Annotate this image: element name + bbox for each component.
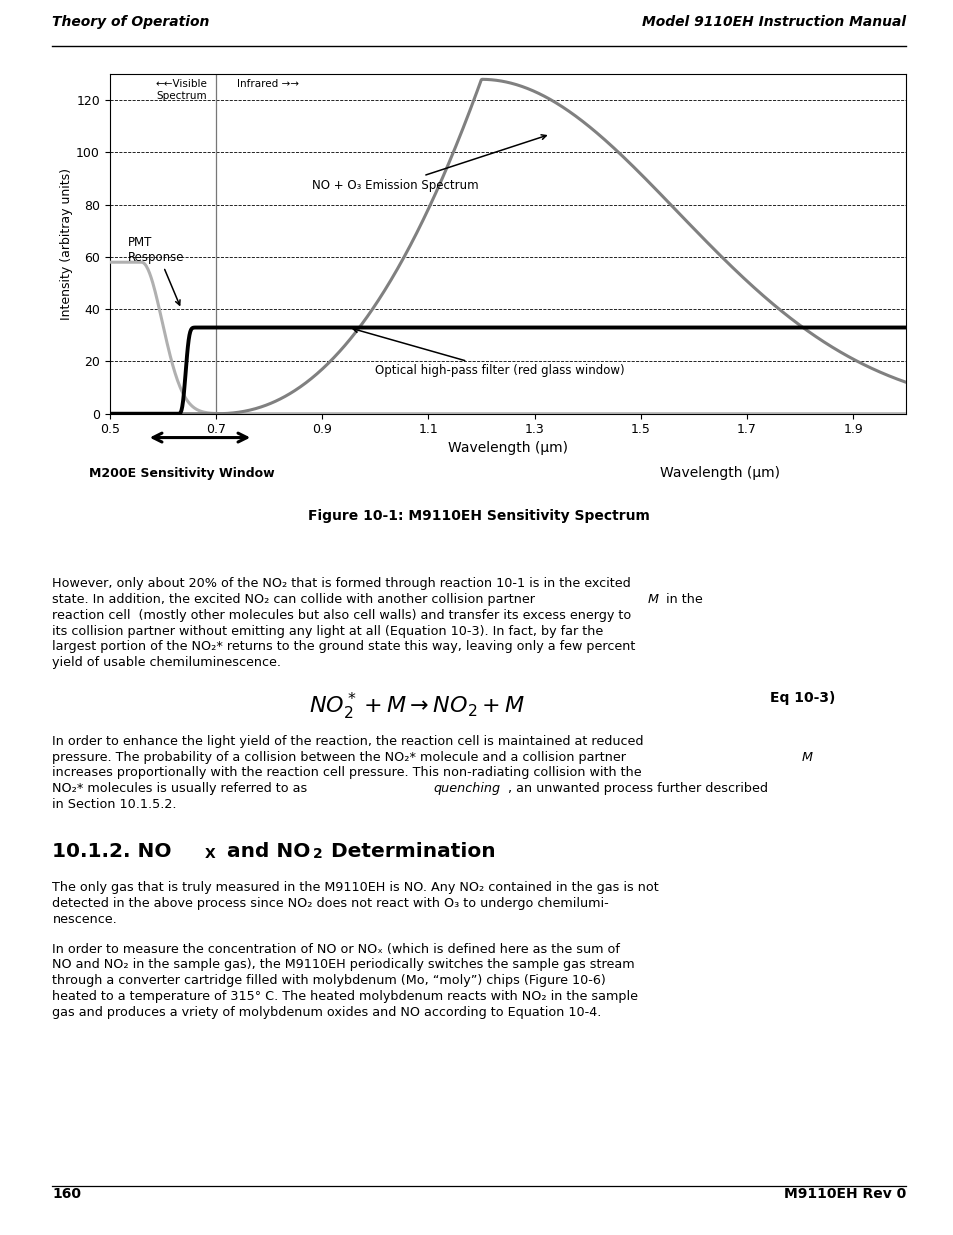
Text: 10.1.2. NO: 10.1.2. NO	[52, 842, 172, 861]
Text: gas and produces a vriety of molybdenum oxides and NO according to Equation 10-4: gas and produces a vriety of molybdenum …	[52, 1005, 601, 1019]
Text: Eq 10-3): Eq 10-3)	[769, 690, 834, 705]
Text: 2: 2	[313, 847, 322, 861]
Text: $NO_2^* + M \rightarrow NO_2 + M$: $NO_2^* + M \rightarrow NO_2 + M$	[308, 690, 524, 722]
X-axis label: Wavelength (μm): Wavelength (μm)	[448, 441, 567, 454]
Text: in Section 10.1.5.2.: in Section 10.1.5.2.	[52, 798, 177, 811]
Text: in the: in the	[661, 593, 702, 606]
Text: NO and NO₂ in the sample gas), the M9110EH periodically switches the sample gas : NO and NO₂ in the sample gas), the M9110…	[52, 958, 635, 972]
Text: Theory of Operation: Theory of Operation	[52, 15, 210, 28]
Text: and NO: and NO	[219, 842, 310, 861]
Text: In order to measure the concentration of NO or NOₓ (which is defined here as the: In order to measure the concentration of…	[52, 942, 619, 956]
Text: M: M	[801, 751, 812, 763]
Text: ←←Visible
Spectrum: ←←Visible Spectrum	[155, 79, 207, 101]
Text: However, only about 20% of the NO₂ that is formed through reaction 10-1 is in th: However, only about 20% of the NO₂ that …	[52, 578, 631, 590]
Text: Infrared →→: Infrared →→	[237, 79, 299, 89]
Text: heated to a temperature of 315° C. The heated molybdenum reacts with NO₂ in the : heated to a temperature of 315° C. The h…	[52, 990, 638, 1003]
Y-axis label: Intensity (arbitray units): Intensity (arbitray units)	[60, 168, 73, 320]
Text: NO + O₃ Emission Spectrum: NO + O₃ Emission Spectrum	[312, 135, 546, 191]
Text: NO₂* molecules is usually referred to as: NO₂* molecules is usually referred to as	[52, 782, 312, 795]
Text: quenching: quenching	[433, 782, 500, 795]
Text: X: X	[204, 847, 215, 861]
Text: yield of usable chemiluminescence.: yield of usable chemiluminescence.	[52, 656, 281, 669]
Text: 160: 160	[52, 1187, 81, 1202]
Text: nescence.: nescence.	[52, 913, 117, 926]
Text: Determination: Determination	[324, 842, 496, 861]
Text: state. In addition, the excited NO₂ can collide with another collision partner: state. In addition, the excited NO₂ can …	[52, 593, 538, 606]
Text: , an unwanted process further described: , an unwanted process further described	[507, 782, 767, 795]
Text: Figure 10-1: M9110EH Sensitivity Spectrum: Figure 10-1: M9110EH Sensitivity Spectru…	[308, 509, 650, 522]
Text: Wavelength (μm): Wavelength (μm)	[659, 466, 780, 480]
Text: M200E Sensitivity Window: M200E Sensitivity Window	[89, 467, 274, 480]
Text: detected in the above process since NO₂ does not react with O₃ to undergo chemil: detected in the above process since NO₂ …	[52, 897, 609, 910]
Text: largest portion of the NO₂* returns to the ground state this way, leaving only a: largest portion of the NO₂* returns to t…	[52, 640, 636, 653]
Text: Optical high-pass filter (red glass window): Optical high-pass filter (red glass wind…	[353, 327, 624, 377]
Text: its collision partner without emitting any light at all (Equation 10-3). In fact: its collision partner without emitting a…	[52, 625, 603, 637]
Text: In order to enhance the light yield of the reaction, the reaction cell is mainta: In order to enhance the light yield of t…	[52, 735, 643, 748]
Text: Model 9110EH Instruction Manual: Model 9110EH Instruction Manual	[641, 15, 905, 28]
Text: pressure. The probability of a collision between the NO₂* molecule and a collisi: pressure. The probability of a collision…	[52, 751, 630, 763]
Text: The only gas that is truly measured in the M9110EH is NO. Any NO₂ contained in t: The only gas that is truly measured in t…	[52, 882, 659, 894]
Text: M9110EH Rev 0: M9110EH Rev 0	[783, 1187, 905, 1202]
Text: reaction cell  (mostly other molecules but also cell walls) and transfer its exc: reaction cell (mostly other molecules bu…	[52, 609, 631, 622]
Text: through a converter cartridge filled with molybdenum (Mo, “moly”) chips (Figure : through a converter cartridge filled wit…	[52, 974, 605, 987]
Text: PMT
Response: PMT Response	[128, 236, 185, 305]
Text: increases proportionally with the reaction cell pressure. This non-radiating col: increases proportionally with the reacti…	[52, 766, 641, 779]
Text: M: M	[647, 593, 658, 606]
